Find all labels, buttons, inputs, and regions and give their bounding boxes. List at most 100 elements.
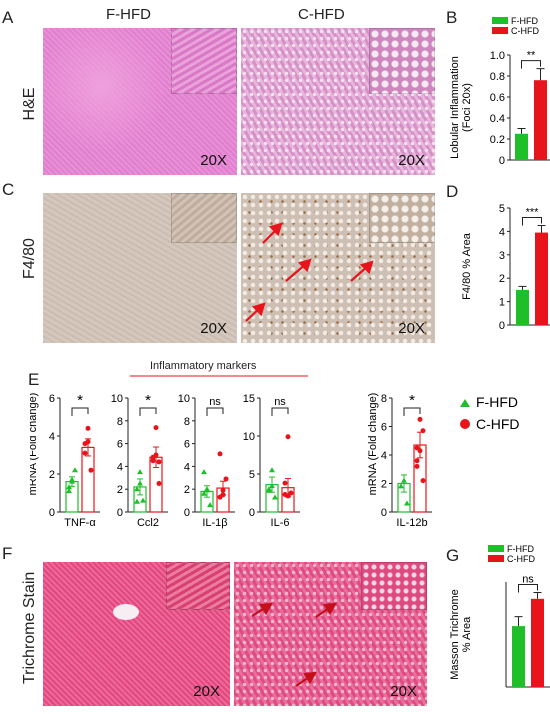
legend-swatch [492, 17, 508, 24]
arrowhead-3 [359, 260, 374, 275]
he-image-fhfd: 20X [43, 28, 237, 175]
x-category-label: IL-1β [202, 517, 227, 529]
data-point-chfd [220, 487, 226, 493]
data-point-fhfd [269, 467, 275, 473]
data-point-fhfd [272, 494, 278, 500]
significance-bracket [139, 407, 157, 416]
data-point-chfd [85, 439, 91, 445]
legend-swatch [488, 545, 504, 552]
significance-bracket [521, 60, 541, 69]
y-tick-label: 2 [184, 484, 190, 496]
bar-c-hfd [531, 598, 544, 687]
x-category-label: Ccl2 [137, 517, 159, 529]
vessel [113, 604, 139, 620]
y-tick-label: 0.4 [490, 113, 505, 125]
data-point-chfd [85, 425, 91, 431]
y-tick-label: 10 [111, 393, 123, 405]
y-tick-label: 4 [184, 461, 190, 473]
y-tick-label: 8 [381, 393, 387, 405]
y-tick-label: 10 [178, 393, 190, 405]
data-point-chfd [88, 467, 94, 473]
y-tick-label: 1.0 [490, 50, 505, 62]
significance-label: *** [526, 207, 540, 219]
data-point-fhfd [66, 484, 72, 490]
data-point-chfd [82, 450, 88, 456]
legend-label: F-HFD [511, 16, 538, 26]
data-point-chfd [153, 452, 159, 458]
data-point-chfd [220, 492, 226, 498]
significance-bracket [71, 407, 89, 416]
data-point-fhfd [137, 469, 143, 475]
y-axis-label: Masson Trichrome% Area [449, 589, 473, 679]
significance-label: * [145, 392, 151, 409]
bar-f-hfd [516, 289, 529, 325]
y-tick-label: 0 [117, 507, 123, 519]
y-tick-label: 0 [49, 507, 55, 519]
chart-e: mRNA (Fold change) mRNA (Fold change)0246… [30, 375, 520, 529]
legend-label: F-HFD [507, 544, 534, 554]
y-tick-label: 6 [381, 422, 387, 434]
panel-label-d: D [446, 182, 459, 201]
data-point-fhfd [398, 483, 404, 489]
data-point-chfd [285, 493, 291, 499]
arrowhead-3 [303, 671, 317, 685]
data-point-fhfd [269, 483, 275, 489]
panel-label-e: E [28, 370, 40, 389]
data-point-chfd [420, 478, 426, 484]
data-point-fhfd [137, 480, 143, 486]
y-tick-label: 0 [184, 507, 190, 519]
y-axis-label: mRNA (Fold change) [30, 393, 39, 496]
data-point-fhfd [201, 490, 207, 496]
y-tick-label: 1 [499, 297, 505, 309]
arrowhead-2 [297, 258, 312, 273]
trichrome-inset-chfd [361, 562, 427, 610]
data-point-chfd [156, 459, 162, 465]
y-axis-label: F4/80 % Area [461, 232, 473, 300]
data-point-chfd [217, 451, 223, 457]
y-tick-label: 15 [243, 393, 255, 405]
f480-inset-chfd [369, 193, 435, 243]
data-point-fhfd [207, 502, 213, 508]
f480-inset-fhfd [171, 193, 237, 243]
data-point-chfd [420, 428, 426, 434]
data-point-fhfd [204, 486, 210, 492]
legend-marker-fhfd [460, 399, 470, 407]
y-tick-label: 0 [499, 320, 505, 332]
significance-label: ** [527, 50, 536, 62]
trichrome-inset-fhfd [166, 562, 230, 610]
legend-label: C-HFD [507, 554, 535, 564]
magnification-label: 20X [398, 152, 425, 169]
y-tick-label: 0.8 [490, 71, 505, 83]
bar-f-hfd [515, 133, 528, 160]
significance-label: ns [274, 396, 286, 408]
data-point-chfd [417, 416, 423, 422]
trichrome-arrows [251, 602, 337, 687]
bar-c-hfd [535, 232, 548, 325]
y-tick-label: 8 [117, 416, 123, 428]
significance-label: * [409, 392, 415, 409]
magnification-label: 20X [390, 683, 417, 700]
magnification-label: 20X [200, 152, 227, 169]
x-category-label: IL-6 [271, 517, 290, 529]
legend-marker-chfd [460, 419, 470, 429]
data-point-fhfd [134, 498, 140, 504]
x-category-label: IL-12b [396, 517, 427, 529]
column-header-fhfd: F-HFD [106, 6, 151, 23]
arrowhead-1 [259, 602, 273, 616]
he-inset-fhfd [171, 28, 237, 94]
row-label-trichrome: Trichrome Stain [21, 571, 38, 684]
he-inset-chfd [369, 28, 435, 94]
legend-swatch [492, 27, 508, 34]
legend-swatch [488, 555, 504, 562]
data-point-fhfd [266, 487, 272, 493]
significance-bracket [522, 217, 542, 226]
y-tick-label: 6 [117, 439, 123, 451]
bar-outline [81, 446, 95, 513]
data-point-fhfd [134, 486, 140, 492]
y-tick-label: 6 [49, 393, 55, 405]
data-point-fhfd [201, 469, 207, 475]
significance-label: ns [522, 574, 534, 586]
arrowhead-2 [323, 602, 337, 616]
data-point-fhfd [69, 478, 75, 484]
significance-bracket [403, 407, 421, 416]
